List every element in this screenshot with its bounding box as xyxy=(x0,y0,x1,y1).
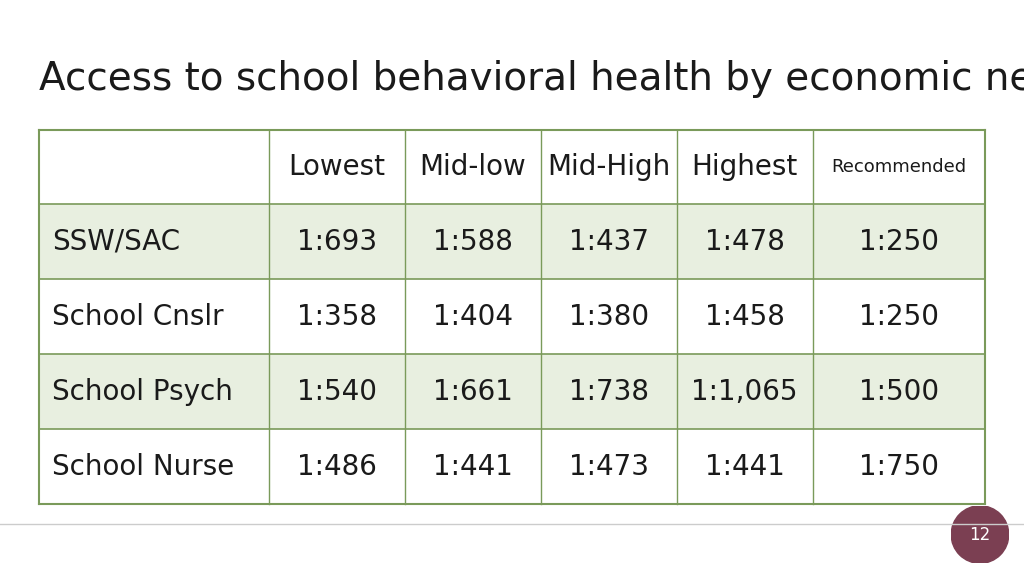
Text: 1:250: 1:250 xyxy=(859,228,939,256)
Text: 1:473: 1:473 xyxy=(568,453,649,480)
Text: Lowest: Lowest xyxy=(289,153,385,181)
Text: 12: 12 xyxy=(970,525,990,544)
Text: 1:380: 1:380 xyxy=(568,303,649,331)
Text: Mid-low: Mid-low xyxy=(420,153,526,181)
Text: 1:540: 1:540 xyxy=(297,378,377,406)
Text: 1:441: 1:441 xyxy=(433,453,513,480)
Text: 1:458: 1:458 xyxy=(705,303,784,331)
Text: Access to school behavioral health by economic need: Access to school behavioral health by ec… xyxy=(39,60,1024,98)
Text: School Psych: School Psych xyxy=(52,378,233,406)
Text: 1:358: 1:358 xyxy=(297,303,377,331)
Text: SSW/SAC: SSW/SAC xyxy=(52,228,180,256)
Text: 1:738: 1:738 xyxy=(568,378,649,406)
Text: Recommended: Recommended xyxy=(831,158,967,176)
Text: 1:661: 1:661 xyxy=(433,378,513,406)
Text: School Nurse: School Nurse xyxy=(52,453,234,480)
Text: 1:250: 1:250 xyxy=(859,303,939,331)
Text: 1:500: 1:500 xyxy=(859,378,939,406)
Text: 1:486: 1:486 xyxy=(297,453,377,480)
Text: Highest: Highest xyxy=(691,153,798,181)
Text: 1:441: 1:441 xyxy=(705,453,784,480)
Text: 1:750: 1:750 xyxy=(859,453,939,480)
Text: School Cnslr: School Cnslr xyxy=(52,303,224,331)
Text: 1:588: 1:588 xyxy=(433,228,513,256)
Circle shape xyxy=(951,506,1009,563)
Text: 1:693: 1:693 xyxy=(297,228,377,256)
Text: 1:404: 1:404 xyxy=(433,303,513,331)
Text: Mid-High: Mid-High xyxy=(547,153,671,181)
Text: 1:437: 1:437 xyxy=(568,228,649,256)
Text: 1:478: 1:478 xyxy=(705,228,784,256)
Text: 1:1,065: 1:1,065 xyxy=(691,378,798,406)
